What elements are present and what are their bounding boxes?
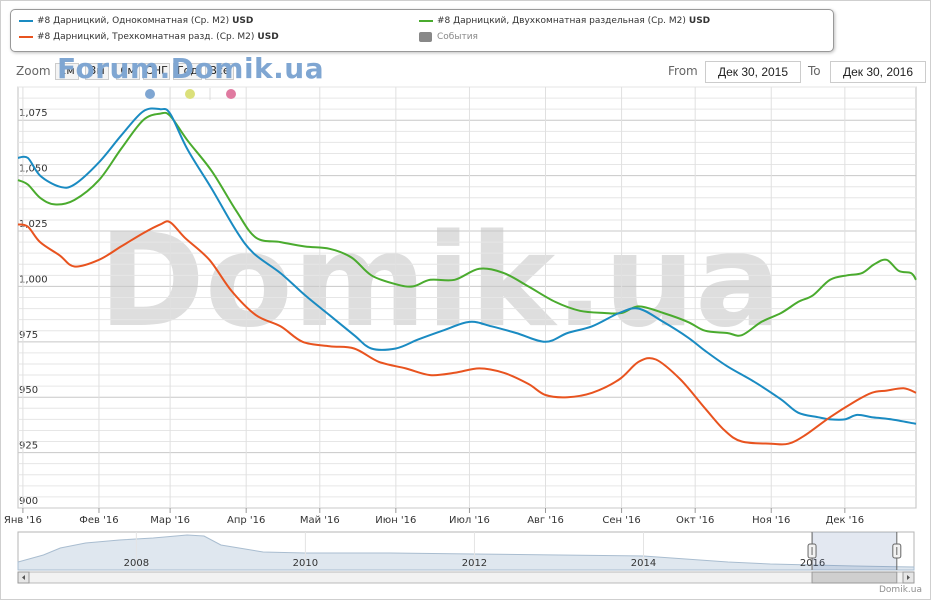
legend-item-one-room[interactable]: #8 Дарницкий, Однокомнатная (Ср. М2) USD [19,16,253,26]
navigator-year-label: 2016 [800,558,825,569]
zoom-button-ytd[interactable]: СНГ [143,63,170,80]
navigator-year-label: 2008 [124,558,149,569]
arrow-left-icon [22,575,25,580]
x-tick-label: Окт '16 [676,515,714,526]
events-box-icon [419,32,432,42]
legend-label: События [437,32,478,42]
x-tick-label: Ноя '16 [752,515,790,526]
legend-line-icon [19,36,33,38]
to-date-input[interactable] [830,61,926,83]
x-tick-label: Авг '16 [527,515,564,526]
legend-item-events[interactable]: События [419,32,478,42]
x-tick-label: Фев '16 [79,515,118,526]
to-label: To [808,64,821,78]
zoom-button-year[interactable]: Год [173,63,202,80]
x-tick-label: Май '16 [300,515,340,526]
y-tick-label: 925 [19,441,38,452]
legend-item-two-room[interactable]: #8 Дарницкий, Двухкомнатная раздельная (… [419,16,710,26]
y-tick-label: 1,075 [19,108,48,119]
navigator-selection[interactable] [812,532,897,570]
x-tick-label: Янв '16 [4,515,42,526]
scrollbar-thumb[interactable] [811,571,898,584]
event-marker[interactable] [145,89,155,99]
navigator-year-label: 2010 [293,558,318,569]
event-marker[interactable] [185,89,195,99]
navigator-year-label: 2014 [631,558,656,569]
legend-unit: USD [232,16,254,26]
x-tick-label: Апр '16 [227,515,265,526]
legend-label: #8 Дарницкий, Однокомнатная (Ср. М2) [37,16,230,26]
x-tick-label: Сен '16 [602,515,640,526]
x-tick-label: Июл '16 [449,515,490,526]
legend-unit: USD [257,32,279,42]
zoom-button-1m[interactable]: 1м [55,63,79,80]
zoom-label: Zoom [16,64,51,78]
from-label: From [668,64,698,78]
forum-watermark: Forum.Domik.ua [57,52,325,85]
legend-line-icon [419,20,433,22]
y-tick-label: 1,000 [19,274,48,285]
x-tick-label: Мар '16 [150,515,190,526]
zoom-button-all[interactable]: Все [205,63,234,80]
zoom-button-6m[interactable]: 6м [116,63,140,80]
y-tick-label: 900 [19,496,38,507]
series-line-one-room[interactable] [17,107,917,425]
zoom-button-3m[interactable]: 3м [85,63,109,80]
arrow-right-icon [907,575,910,580]
legend-line-icon [19,20,33,22]
x-tick-label: Июн '16 [375,515,416,526]
y-tick-label: 975 [19,330,38,341]
x-tick-label: Дек '16 [826,515,865,526]
chart-legend: #8 Дарницкий, Однокомнатная (Ср. М2) USD… [10,9,834,52]
scrollbar-track[interactable] [17,571,915,584]
domik-watermark: Domik.ua [99,207,782,356]
series-line-three-room[interactable] [17,220,917,446]
legend-label: #8 Дарницкий, Трехкомнатная разд. (Ср. М… [37,32,255,42]
series-line-two-room[interactable] [17,111,917,337]
legend-unit: USD [688,16,711,26]
from-date-input[interactable] [705,61,801,83]
legend-label: #8 Дарницкий, Двухкомнатная раздельная (… [437,16,686,26]
legend-item-three-room[interactable]: #8 Дарницкий, Трехкомнатная разд. (Ср. М… [19,32,279,42]
y-tick-label: 950 [19,385,38,396]
navigator-year-label: 2012 [462,558,487,569]
credit-link[interactable]: Domik.ua [879,585,922,595]
event-marker[interactable] [226,89,236,99]
y-tick-label: 1,050 [19,164,48,175]
y-tick-label: 1,025 [19,219,48,230]
